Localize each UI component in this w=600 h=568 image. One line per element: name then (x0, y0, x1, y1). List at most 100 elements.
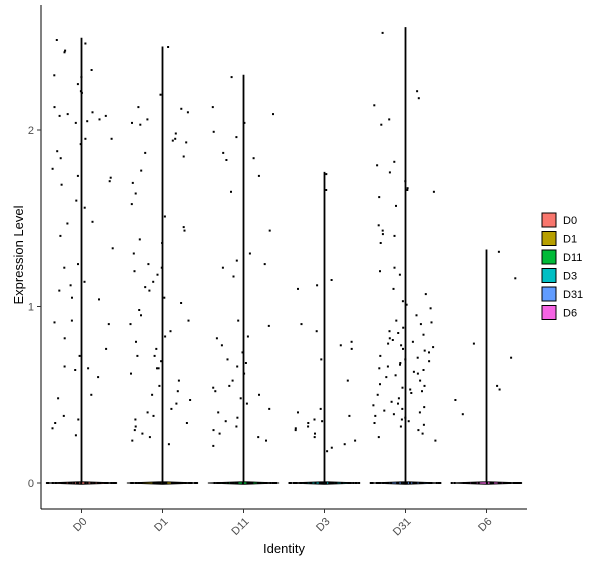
data-point (348, 414, 351, 417)
data-point (400, 418, 403, 421)
data-point (76, 174, 79, 177)
data-point (77, 263, 79, 266)
data-point (56, 150, 59, 153)
data-point (505, 482, 508, 484)
data-point (212, 386, 215, 389)
data-point (147, 263, 150, 266)
data-point (385, 376, 388, 379)
data-point (111, 247, 114, 250)
data-point (428, 351, 430, 354)
x-tick-label: D1 (152, 516, 170, 534)
data-point (380, 123, 383, 126)
data-point (461, 413, 464, 416)
data-point (104, 114, 107, 117)
data-point (401, 386, 404, 389)
data-point (347, 482, 350, 484)
data-point (274, 482, 277, 484)
data-point (514, 277, 517, 280)
data-point (158, 384, 161, 387)
data-point (195, 482, 198, 484)
data-point (79, 143, 82, 146)
data-point (148, 436, 151, 439)
data-point (399, 362, 402, 364)
data-point (53, 74, 56, 77)
data-point (235, 425, 238, 428)
data-point (465, 482, 468, 484)
data-point (472, 342, 475, 345)
data-point (163, 296, 166, 299)
data-point (413, 482, 416, 484)
data-point (222, 482, 225, 484)
data-point (243, 121, 246, 124)
data-point (377, 224, 380, 227)
data-point (152, 482, 155, 484)
data-point (477, 482, 480, 484)
data-point (257, 482, 260, 484)
data-point (80, 91, 83, 94)
violin-D6 (450, 249, 523, 485)
data-point (66, 222, 69, 225)
data-point (387, 482, 390, 484)
data-point (410, 392, 413, 394)
data-point (134, 192, 137, 195)
data-point (108, 180, 111, 183)
data-point (63, 266, 66, 269)
data-point (157, 367, 160, 370)
data-point (187, 319, 190, 322)
data-point (399, 363, 401, 366)
data-point (428, 360, 431, 363)
data-point (429, 307, 432, 310)
data-point (170, 407, 173, 410)
data-point (378, 367, 381, 370)
legend-key-D31 (541, 286, 557, 302)
data-point (328, 482, 331, 484)
data-point (387, 342, 390, 345)
data-point (395, 319, 398, 322)
data-point (182, 155, 185, 158)
data-point (234, 482, 237, 484)
data-point (498, 482, 501, 484)
data-point (372, 404, 375, 407)
data-point (419, 323, 422, 326)
data-point (519, 482, 522, 484)
data-point (326, 450, 329, 453)
data-point (175, 402, 178, 405)
data-point (382, 482, 385, 484)
data-point (137, 106, 140, 109)
data-point (294, 482, 297, 484)
data-point (498, 388, 501, 391)
data-point (247, 482, 250, 484)
data-point (404, 358, 407, 361)
data-point (185, 422, 188, 424)
data-point (397, 482, 400, 484)
data-point (271, 482, 274, 484)
data-point (396, 482, 399, 484)
data-point (218, 432, 221, 435)
data-point (74, 434, 77, 437)
data-point (83, 206, 86, 209)
data-point (252, 157, 255, 160)
data-point (307, 422, 310, 424)
data-point (223, 482, 226, 484)
data-point (402, 326, 405, 329)
data-point (156, 273, 159, 276)
data-point (411, 340, 414, 343)
y-tick-label: 1 (28, 302, 34, 314)
data-point (59, 234, 62, 237)
data-point (300, 482, 303, 484)
y-tick-label: 0 (28, 478, 34, 490)
data-point (182, 226, 185, 229)
data-point (373, 104, 376, 107)
data-point (58, 289, 61, 292)
data-point (51, 167, 54, 170)
data-point (269, 482, 272, 484)
data-point (235, 259, 238, 262)
data-point (84, 482, 87, 484)
data-point (80, 482, 83, 484)
data-point (405, 303, 408, 306)
data-point (136, 354, 139, 357)
data-point (474, 482, 477, 484)
data-point (71, 296, 73, 299)
data-point (231, 379, 234, 382)
data-point (241, 351, 244, 354)
